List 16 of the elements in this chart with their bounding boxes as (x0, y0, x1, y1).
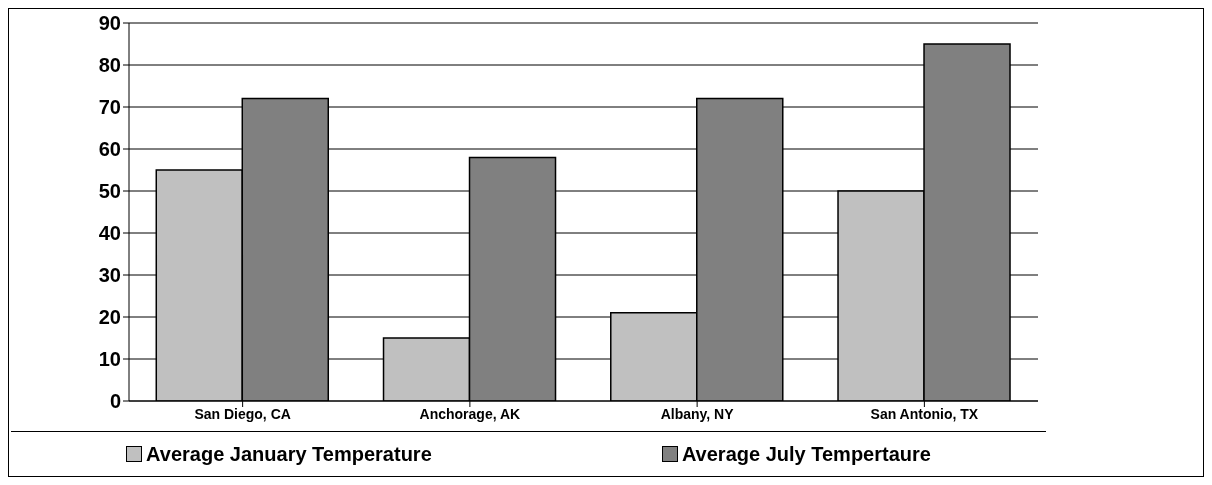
x-tick-label: San Antonio, TX (870, 405, 979, 422)
y-tick-label: 60 (98, 138, 121, 161)
y-tick-label: 40 (98, 222, 121, 245)
x-tick-label: Albany, NY (660, 405, 735, 422)
y-tick-label: 80 (98, 54, 121, 77)
x-tick-label: Anchorage, AK (419, 405, 521, 422)
y-tick-label: 50 (98, 180, 121, 203)
y-tick-label: 30 (98, 264, 121, 287)
y-tick-label: 0 (109, 390, 121, 413)
y-tick-label: 20 (98, 306, 121, 329)
y-tick-label: 70 (98, 96, 121, 119)
legend-label: Average January Temperature (146, 442, 432, 466)
y-tick-label: 10 (98, 348, 121, 371)
legend-label: Average July Tempertaure (681, 442, 931, 466)
y-tick-label: 90 (98, 12, 121, 35)
x-tick-label: San Diego, CA (194, 405, 291, 422)
